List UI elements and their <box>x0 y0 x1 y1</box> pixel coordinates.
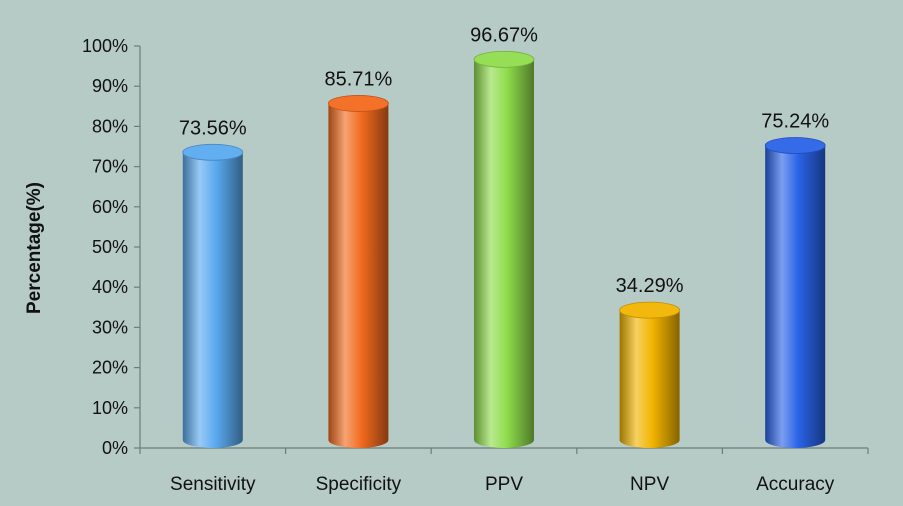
y-tick-label: 70% <box>92 157 128 177</box>
axes: 0% 10% 20% 30% 40% 50% 60% 70% 80% 90% 100% <box>82 36 869 458</box>
bar-npv <box>619 301 680 448</box>
bar-sensitivity <box>182 143 244 448</box>
bar-top <box>327 95 389 112</box>
labels: 73.56% Sensitivity 85.71% Specificity 96.67%… <box>170 24 835 495</box>
bar-accuracy <box>764 137 826 448</box>
bar-top <box>473 50 535 68</box>
data-label: 34.29% <box>616 275 684 297</box>
category-label: Accuracy <box>756 474 835 495</box>
y-tick-label: 20% <box>92 358 128 378</box>
bar-ppv <box>473 50 535 448</box>
bar-specificity <box>327 95 389 448</box>
bar-top <box>182 143 244 161</box>
y-tick-label: 90% <box>92 76 128 96</box>
data-label: 75.24% <box>761 111 829 133</box>
category-label: Specificity <box>316 474 402 495</box>
bars <box>182 50 826 448</box>
bar-body <box>328 103 389 448</box>
y-tick-label: 80% <box>92 116 128 136</box>
bar-top <box>619 301 680 319</box>
bar-body <box>619 310 680 448</box>
category-label: PPV <box>485 474 523 495</box>
bar-top <box>764 137 826 154</box>
category-label: Sensitivity <box>170 474 256 495</box>
category-label: NPV <box>630 474 669 495</box>
data-label: 73.56% <box>179 117 247 139</box>
y-tick-label: 40% <box>92 277 128 297</box>
y-tick-label: 0% <box>102 438 128 458</box>
bar-body <box>474 59 534 448</box>
y-tick-label: 10% <box>92 398 128 418</box>
bar-body <box>182 152 243 448</box>
data-label: 96.67% <box>470 24 538 46</box>
y-axis-label: Percentage(%) <box>24 182 45 314</box>
y-tick-label: 50% <box>92 237 128 257</box>
y-tick-label: 100% <box>82 36 128 56</box>
bar-body <box>765 145 826 448</box>
y-tick-label: 30% <box>92 317 128 337</box>
data-label: 85.71% <box>324 68 392 90</box>
y-tick-label: 60% <box>92 197 128 217</box>
